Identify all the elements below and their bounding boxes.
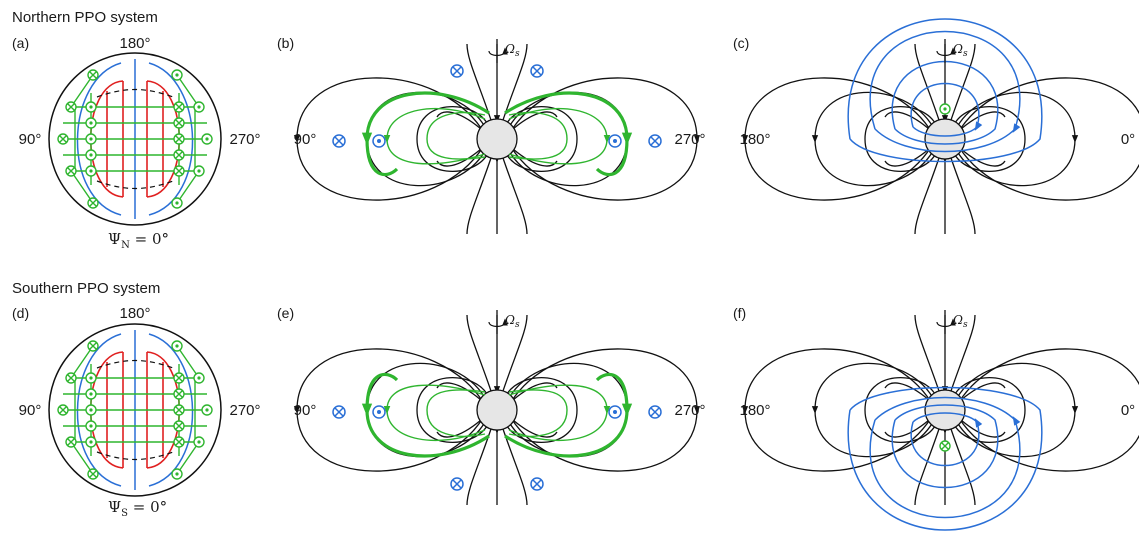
rotation-arrow-icon-b bbox=[489, 39, 505, 63]
current-into-page-icon bbox=[332, 134, 346, 148]
panel-label-a: (a) bbox=[12, 35, 29, 51]
meridian-e-left-label: 90° bbox=[294, 402, 317, 419]
disk-a-right-label: 270° bbox=[229, 131, 260, 148]
current-into-page-icon bbox=[939, 440, 951, 452]
current-into-page-icon bbox=[450, 64, 464, 78]
southern-system-title: Southern PPO system bbox=[12, 280, 160, 297]
current-into-page-icon bbox=[648, 405, 662, 419]
meridian-c-right-label: 0° bbox=[1121, 131, 1135, 148]
meridian-b-right-label: 270° bbox=[674, 131, 705, 148]
panel-label-d: (d) bbox=[12, 305, 29, 321]
panel-label-c: (c) bbox=[733, 35, 749, 51]
meridian-c-left-label: 180° bbox=[739, 131, 770, 148]
rotation-arrow-icon-c bbox=[937, 39, 953, 63]
meridian-diagram-f: Ωs bbox=[745, 310, 1139, 531]
psi-north-label: ΨN = 0° bbox=[108, 230, 169, 251]
polar-disk-a bbox=[49, 53, 221, 225]
current-into-page-icon bbox=[450, 477, 464, 491]
meridian-e-right-label: 270° bbox=[674, 402, 705, 419]
current-into-page-icon bbox=[332, 405, 346, 419]
current-out-of-page-icon bbox=[372, 134, 386, 148]
panel-label-e: (e) bbox=[277, 305, 294, 321]
disk-d-right-label: 270° bbox=[229, 402, 260, 419]
omega-label-b: Ωs bbox=[504, 42, 520, 59]
rotation-arrow-icon-f bbox=[937, 310, 953, 334]
disk-d-left-label: 90° bbox=[19, 402, 42, 419]
disk-a-left-label: 90° bbox=[19, 131, 42, 148]
meridian-f-left-label: 180° bbox=[739, 402, 770, 419]
panel-label-f: (f) bbox=[733, 305, 746, 321]
meridian-diagram-c: Ωs bbox=[745, 18, 1139, 234]
disk-a-top-label: 180° bbox=[119, 35, 150, 52]
current-into-page-icon bbox=[530, 64, 544, 78]
meridian-diagram-b: Ωs bbox=[297, 39, 697, 234]
rotation-arrow-icon-e bbox=[489, 310, 505, 334]
omega-label-e: Ωs bbox=[504, 313, 520, 330]
meridian-f-right-label: 0° bbox=[1121, 402, 1135, 419]
northern-system-title: Northern PPO system bbox=[12, 9, 158, 26]
panel-label-b: (b) bbox=[277, 35, 294, 51]
omega-label-c: Ωs bbox=[952, 42, 968, 59]
psi-south-label: ΨS = 0° bbox=[108, 498, 167, 519]
current-out-of-page-icon bbox=[608, 134, 622, 148]
current-out-of-page-icon bbox=[372, 405, 386, 419]
polar-disk-d bbox=[49, 324, 221, 496]
omega-label-f: Ωs bbox=[952, 313, 968, 330]
meridian-b-left-label: 90° bbox=[294, 131, 317, 148]
current-into-page-icon bbox=[648, 134, 662, 148]
disk-d-top-label: 180° bbox=[119, 305, 150, 322]
current-into-page-icon bbox=[530, 477, 544, 491]
current-out-of-page-icon bbox=[608, 405, 622, 419]
meridian-diagram-e: Ωs bbox=[297, 310, 697, 505]
current-out-of-page-icon bbox=[939, 103, 951, 115]
